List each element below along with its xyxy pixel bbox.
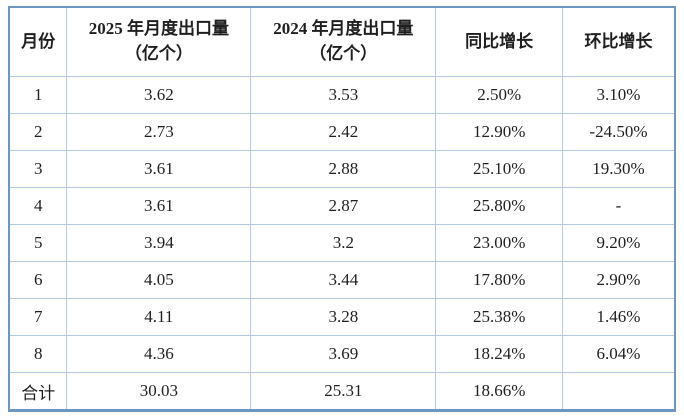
cell-mom: 6.04% <box>561 335 676 373</box>
cell-total-export-2024: 25.31 <box>250 372 437 411</box>
table-row: 4 3.61 2.87 25.80% - <box>8 187 676 225</box>
cell-yoy: 17.80% <box>435 261 563 299</box>
cell-export-2025: 3.62 <box>66 76 252 114</box>
header-month: 月份 <box>8 6 68 77</box>
cell-mom: 2.90% <box>561 261 676 299</box>
cell-month: 3 <box>8 150 68 188</box>
cell-export-2025: 4.11 <box>66 298 252 336</box>
cell-month: 6 <box>8 261 68 299</box>
cell-month: 7 <box>8 298 68 336</box>
header-export-2024: 2024 年月度出口量 （亿个） <box>250 6 437 77</box>
cell-mom: 1.46% <box>561 298 676 336</box>
cell-total-yoy: 18.66% <box>435 372 563 411</box>
table-row: 8 4.36 3.69 18.24% 6.04% <box>8 335 676 373</box>
table-row: 5 3.94 3.2 23.00% 9.20% <box>8 224 676 262</box>
cell-yoy: 25.38% <box>435 298 563 336</box>
cell-yoy: 18.24% <box>435 335 563 373</box>
header-export-2024-line2: （亿个） <box>309 44 378 63</box>
cell-export-2024: 3.28 <box>250 298 437 336</box>
cell-month: 2 <box>8 113 68 151</box>
header-mom-growth: 环比增长 <box>561 6 676 77</box>
cell-export-2025: 3.61 <box>66 150 252 188</box>
table-row: 7 4.11 3.28 25.38% 1.46% <box>8 298 676 336</box>
cell-export-2024: 3.53 <box>250 76 437 114</box>
header-export-2025-line2: （亿个） <box>124 44 193 63</box>
cell-export-2025: 2.73 <box>66 113 252 151</box>
cell-mom: 19.30% <box>561 150 676 188</box>
cell-export-2024: 2.42 <box>250 113 437 151</box>
table-row: 6 4.05 3.44 17.80% 2.90% <box>8 261 676 299</box>
header-export-2025-line1: 2025 年月度出口量 <box>88 19 229 39</box>
cell-export-2025: 3.61 <box>66 187 252 225</box>
table-header-row: 月份 2025 年月度出口量 （亿个） 2024 年月度出口量 （亿个） 同比增… <box>8 6 676 77</box>
table-row: 1 3.62 3.53 2.50% 3.10% <box>8 76 676 114</box>
cell-mom: 9.20% <box>561 224 676 262</box>
table-body: 1 3.62 3.53 2.50% 3.10% 2 2.73 2.42 12.9… <box>8 76 676 411</box>
cell-export-2025: 3.94 <box>66 224 252 262</box>
cell-export-2024: 3.69 <box>250 335 437 373</box>
total-row: 合计 30.03 25.31 18.66% <box>8 372 676 411</box>
cell-mom: - <box>561 187 676 225</box>
cell-export-2025: 4.36 <box>66 335 252 373</box>
cell-export-2024: 3.2 <box>250 224 437 262</box>
cell-month: 8 <box>8 335 68 373</box>
cell-export-2024: 3.44 <box>250 261 437 299</box>
cell-yoy: 25.10% <box>435 150 563 188</box>
cell-yoy: 12.90% <box>435 113 563 151</box>
cell-month: 1 <box>8 76 68 114</box>
cell-total-mom-empty <box>561 372 676 411</box>
cell-yoy: 25.80% <box>435 187 563 225</box>
cell-export-2024: 2.88 <box>250 150 437 188</box>
cell-export-2025: 4.05 <box>66 261 252 299</box>
cell-mom-negative: -24.50% <box>561 113 676 151</box>
cell-mom: 3.10% <box>561 76 676 114</box>
cell-month: 4 <box>8 187 68 225</box>
cell-month: 5 <box>8 224 68 262</box>
header-yoy-growth: 同比增长 <box>435 6 563 77</box>
table-row: 2 2.73 2.42 12.90% -24.50% <box>8 113 676 151</box>
cell-yoy: 2.50% <box>435 76 563 114</box>
cell-total-export-2025: 30.03 <box>66 372 252 411</box>
cell-yoy: 23.00% <box>435 224 563 262</box>
cell-export-2024: 2.87 <box>250 187 437 225</box>
header-export-2024-line1: 2024 年月度出口量 <box>273 19 414 39</box>
table-row: 3 3.61 2.88 25.10% 19.30% <box>8 150 676 188</box>
header-export-2025: 2025 年月度出口量 （亿个） <box>66 6 252 77</box>
cell-total-label: 合计 <box>8 372 68 411</box>
export-volume-table: 月份 2025 年月度出口量 （亿个） 2024 年月度出口量 （亿个） 同比增… <box>8 6 676 412</box>
